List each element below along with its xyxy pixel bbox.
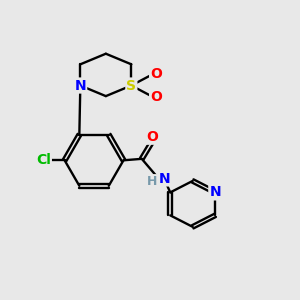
Text: O: O [146, 130, 158, 144]
Text: S: S [126, 79, 136, 92]
Text: N: N [74, 79, 86, 92]
Text: N: N [158, 172, 170, 186]
Text: O: O [150, 90, 162, 104]
Text: O: O [150, 67, 162, 81]
Text: N: N [209, 185, 221, 200]
Text: Cl: Cl [36, 153, 51, 167]
Text: H: H [147, 175, 158, 188]
